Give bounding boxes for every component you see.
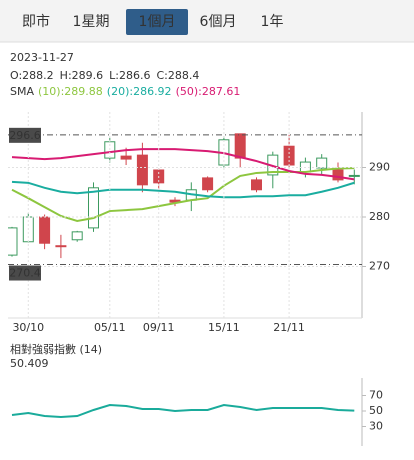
candle-body [136, 154, 148, 186]
sma-line [11, 148, 355, 181]
date: 2023-11-27 [10, 51, 74, 64]
reference-label-box [9, 127, 41, 143]
candle-body [71, 231, 83, 241]
active-tab [126, 9, 188, 35]
rsi-line [11, 404, 355, 418]
y-tick-label: 280 [369, 210, 390, 223]
reference-label-box [9, 265, 41, 281]
candle-body [39, 216, 51, 244]
candle-body [234, 133, 246, 159]
tab-bar [0, 0, 414, 42]
candle-body [332, 169, 344, 181]
ohlc-value: 286.6 [119, 69, 151, 82]
y-tick-label: 50 [369, 404, 383, 417]
x-tick-label: 09/11 [143, 321, 175, 334]
rsi-current: 50.409 [10, 357, 49, 370]
candle-body [251, 179, 262, 191]
legend-entry: (50):287.61 [176, 85, 241, 98]
candle-body [8, 227, 18, 256]
ohlc-value: 288.2 [22, 69, 54, 82]
ohlc-label: H: [60, 69, 72, 82]
y-tick-label: 290 [369, 161, 390, 174]
x-tick-label: 15/11 [208, 321, 240, 334]
x-tick-label: 05/11 [94, 321, 126, 334]
sma-legend: SMA (10):289.88 (20):286.92 (50):287.61 [10, 85, 240, 98]
y-tick-label: 270 [369, 260, 390, 273]
tab[interactable]: 1星期 [73, 14, 110, 30]
candle-body [348, 174, 360, 177]
ohlc-label: O: [10, 69, 22, 82]
tab[interactable]: 1個月 [139, 14, 176, 30]
tab[interactable]: 1年 [261, 14, 284, 30]
x-tick-label: 21/11 [273, 321, 305, 334]
legend-entry: (20):286.92 [107, 85, 172, 98]
reference-label: 296.6 [9, 129, 41, 142]
plot-area [8, 133, 360, 259]
tab[interactable]: 即市 [22, 13, 50, 30]
candle-body [316, 157, 328, 169]
sma-line [11, 180, 355, 199]
reference-label: 270.4 [9, 267, 41, 280]
ohlc-label: L: [109, 69, 119, 82]
ohlc-label: C: [157, 69, 168, 82]
x-tick-label: 30/10 [12, 321, 44, 334]
y-tick-label: 70 [369, 389, 383, 402]
tab[interactable]: 6個月 [200, 14, 237, 30]
candle-body [88, 187, 99, 229]
candle-body [202, 177, 214, 191]
candle-body [120, 155, 132, 160]
rsi-title: 相對強弱指數 (14) [10, 342, 102, 356]
legend-entry: (10):289.88 [38, 85, 103, 98]
ohlc-value: 288.4 [168, 69, 200, 82]
sma-title: SMA [10, 85, 34, 98]
y-tick-label: 30 [369, 420, 383, 433]
candle-body [55, 245, 67, 248]
ohlc-value: 289.6 [72, 69, 104, 82]
ohlc: O:288.2 H:289.6 L:286.6 C:288.4 [10, 69, 199, 82]
